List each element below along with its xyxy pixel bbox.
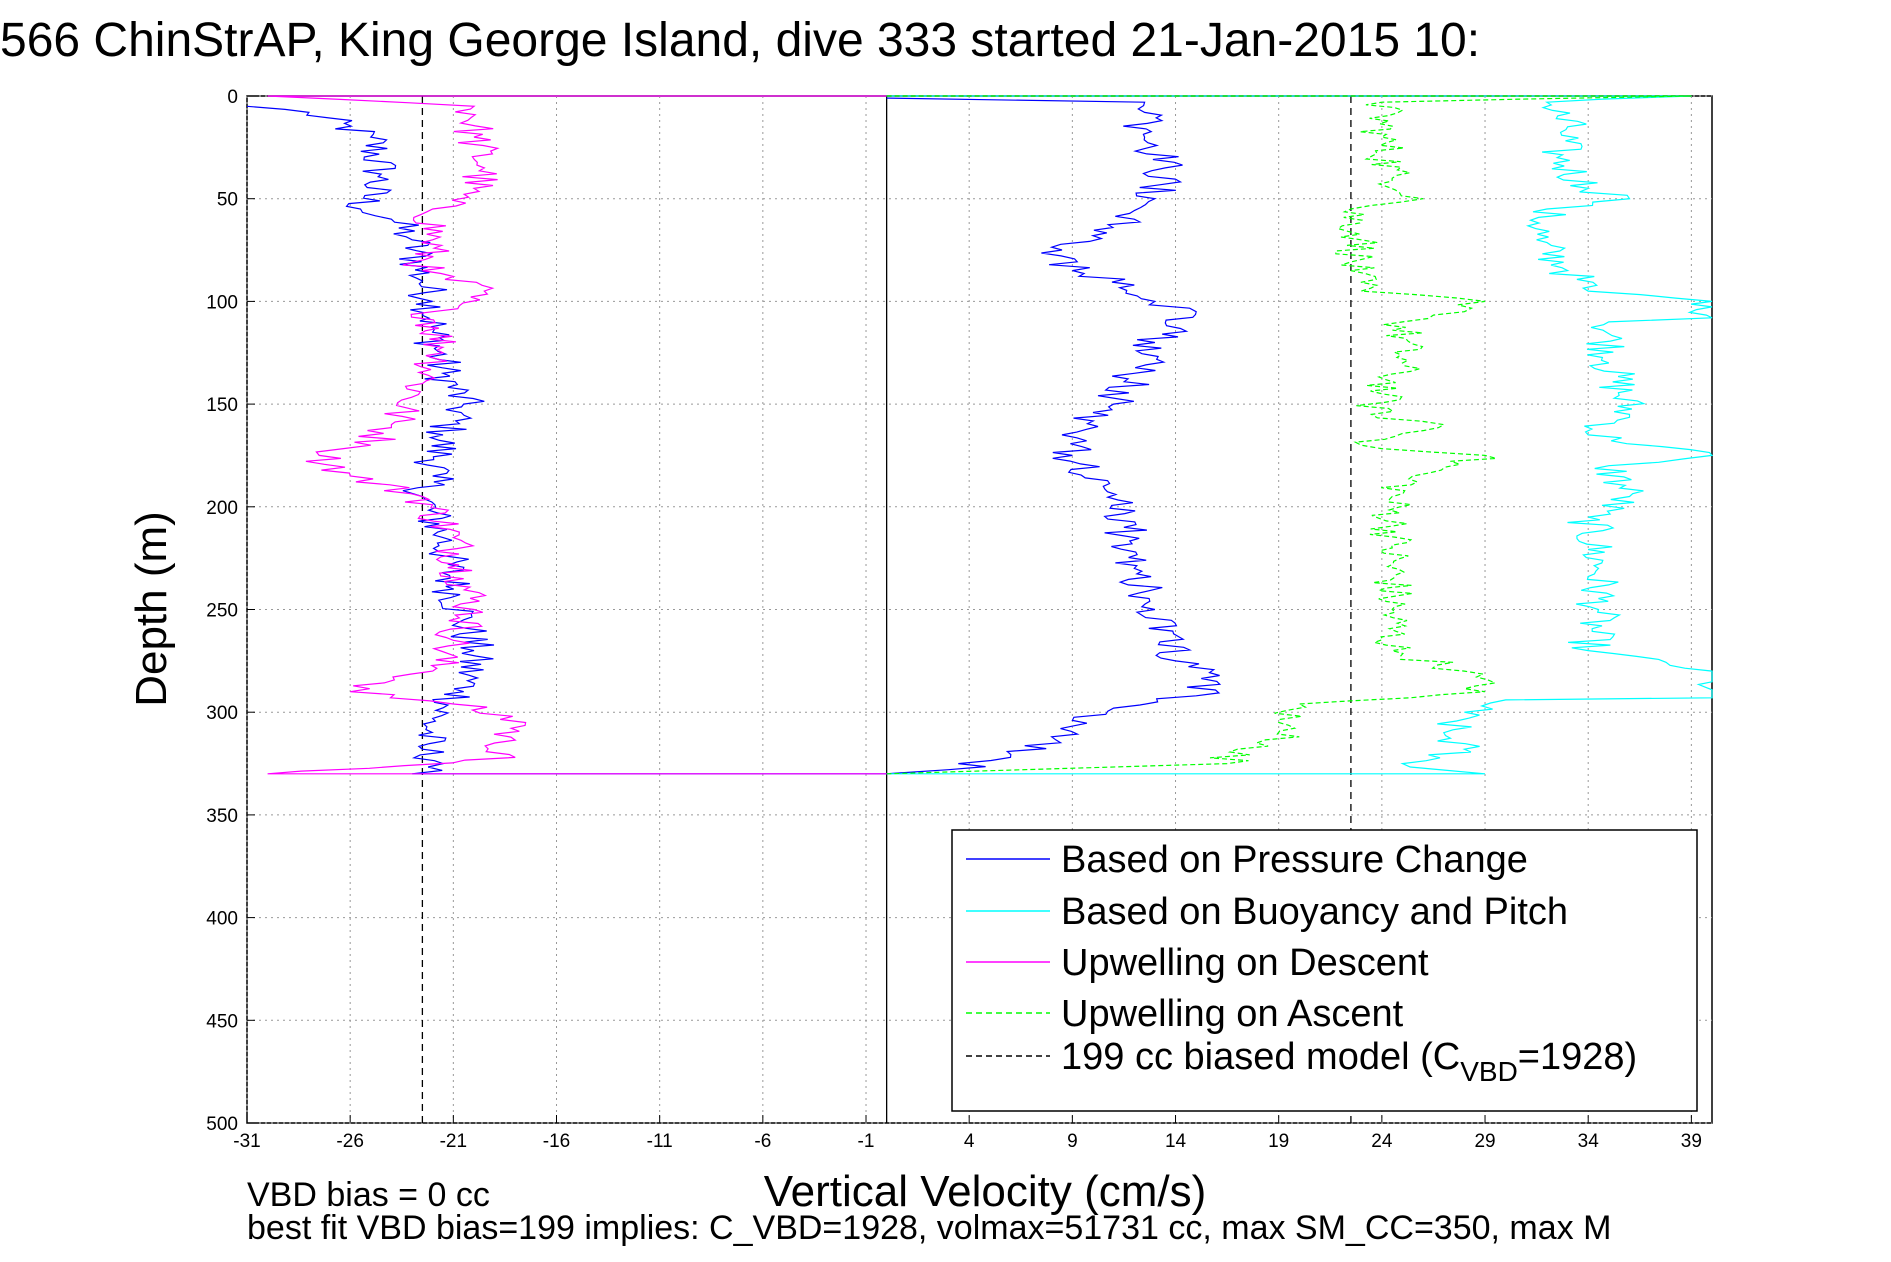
x-tick-label: 19: [1268, 1131, 1289, 1152]
y-tick-label: 450: [206, 1011, 238, 1032]
x-tick-labels: -31 -26 -21 -16 -11 -6 -1 4 9 14 19 24 29 34 39: [233, 1131, 1702, 1152]
x-tick-label: 29: [1474, 1131, 1495, 1152]
vbd-bias-note: VBD bias = 0 cc: [247, 1176, 490, 1214]
x-tick-label: 4: [964, 1131, 975, 1152]
x-tick-label: -21: [440, 1131, 467, 1152]
legend: Based on Pressure Change Based on Buoyanc…: [951, 829, 1698, 1112]
y-tick-label: 500: [206, 1114, 238, 1135]
x-tick-label: 34: [1578, 1131, 1600, 1152]
x-tick-label: -26: [336, 1131, 363, 1152]
y-tick-label: 200: [206, 498, 238, 519]
y-tick-label: 250: [206, 601, 238, 622]
y-tick-label: 0: [227, 87, 238, 108]
x-tick-label: -11: [647, 1131, 673, 1152]
y-tick-label: 100: [206, 292, 238, 313]
x-tick-label: 39: [1681, 1131, 1702, 1152]
y-tick-labels: 0 50 100 150 200 250 300 350 400 450 500: [206, 87, 238, 1135]
x-tick-label: 14: [1165, 1131, 1187, 1152]
x-tick-label: -1: [858, 1131, 875, 1152]
legend-label: Upwelling on Ascent: [1061, 993, 1404, 1035]
x-tick-label: 9: [1067, 1131, 1078, 1152]
y-tick-label: 50: [217, 190, 238, 211]
y-tick-label: 350: [206, 806, 238, 827]
x-tick-label: 24: [1371, 1131, 1393, 1152]
chart-title: 566 ChinStrAP, King George Island, dive …: [0, 14, 1480, 67]
x-tick-label: -31: [233, 1131, 260, 1152]
y-tick-label: 150: [206, 395, 238, 416]
y-axis-label: Depth (m): [127, 511, 176, 707]
y-tick-label: 300: [206, 703, 238, 724]
legend-box: [951, 829, 1698, 1112]
legend-label: Upwelling on Descent: [1061, 942, 1429, 984]
series-line-based-on-buoyancy-and-pitch: [886, 95, 1714, 775]
x-axis-label: Vertical Velocity (cm/s): [764, 1167, 1207, 1216]
best-fit-note: best fit VBD bias=199 implies: C_VBD=192…: [247, 1209, 1611, 1247]
y-tick-label: 400: [206, 909, 238, 930]
series-layer: [246, 95, 1714, 775]
series-line-upwelling-on-ascent: [886, 95, 1692, 775]
legend-label: Based on Buoyancy and Pitch: [1061, 891, 1568, 933]
series-line-upwelling-on-descent: [267, 95, 887, 775]
x-tick-label: -6: [754, 1131, 771, 1152]
legend-label: Based on Pressure Change: [1061, 839, 1528, 881]
x-tick-label: -16: [543, 1131, 570, 1152]
